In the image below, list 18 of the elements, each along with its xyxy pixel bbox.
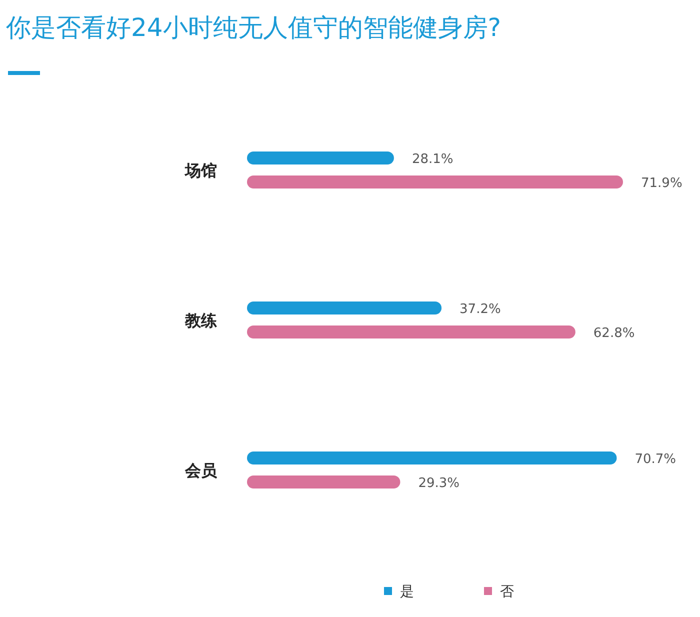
legend-label: 是: [400, 584, 414, 600]
data-label: 29.3%: [418, 476, 460, 491]
legend-label: 否: [500, 584, 514, 600]
bar: [247, 326, 576, 338]
y-tick-label: 教练: [184, 311, 217, 330]
bar: [247, 452, 617, 464]
data-label: 70.7%: [634, 452, 676, 467]
bar: [247, 176, 623, 188]
chart-title: 你是否看好24小时纯无人值守的智能健身房?: [5, 13, 502, 42]
bar: [247, 302, 442, 314]
bar: [247, 476, 400, 488]
data-label: 71.9%: [641, 176, 682, 191]
bar: [247, 152, 394, 164]
y-tick-label: 场馆: [184, 161, 217, 180]
y-tick-label: 会员: [184, 461, 218, 480]
data-label: 28.1%: [412, 152, 454, 167]
data-label: 62.8%: [593, 326, 635, 341]
data-label: 37.2%: [460, 302, 501, 317]
